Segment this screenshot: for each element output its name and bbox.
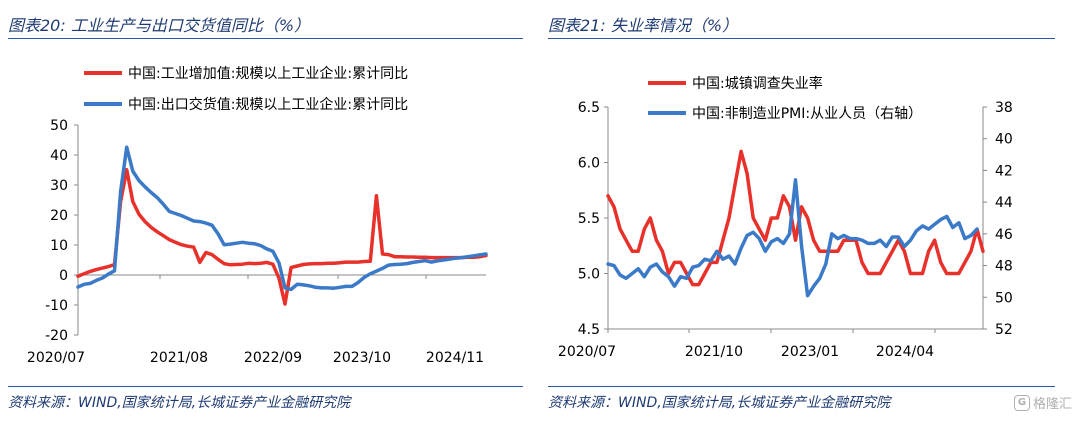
right-y-right-tick-label: 42 xyxy=(995,163,1013,179)
watermark-label: 格隆汇 xyxy=(1032,397,1072,412)
left-x-tick-label: 2020/07 xyxy=(27,350,85,366)
left-x-tick-label: 2022/09 xyxy=(244,350,302,366)
right-y-right-tick-label: 44 xyxy=(995,195,1013,211)
gelonghui-logo-icon: G xyxy=(1013,394,1030,411)
right-y-right-tick-label: 46 xyxy=(995,227,1013,243)
right-chart-source: 资料来源：WIND,国家统计局,长城证券产业金融研究院 xyxy=(548,395,891,411)
left-y-tick-label: 30 xyxy=(50,178,68,194)
right-legend-label: 中国:城镇调查失业率 xyxy=(692,75,823,92)
right-y-left-tick-label: 5.0 xyxy=(578,267,600,283)
right-y-right-tick-label: 50 xyxy=(995,290,1013,306)
right-x-tick-label: 2024/04 xyxy=(876,344,934,360)
left-series-line xyxy=(76,167,488,306)
left-legend-label: 中国:工业增加值:规模以上工业企业:累计同比 xyxy=(128,65,408,82)
left-title-rule xyxy=(8,38,523,39)
right-x-tick-label: 2023/01 xyxy=(781,344,839,360)
left-chart-source: 资料来源：WIND,国家统计局,长城证券产业金融研究院 xyxy=(8,395,351,411)
right-chart-title: 图表21: 失业率情况（%） xyxy=(548,16,739,35)
right-y-left-tick-label: 5.5 xyxy=(578,211,600,227)
right-y-right-tick-label: 40 xyxy=(995,132,1013,148)
left-chart: 50 40 30 20 10 0 -10 -20 2020/07 2021/08 2022/09 20… xyxy=(27,65,488,366)
right-y-right-tick-label: 48 xyxy=(995,259,1013,275)
left-legend-label: 中国:出口交货值:规模以上工业企业:累计同比 xyxy=(128,96,408,113)
left-panel: 图表20: 工业生产与出口交货值同比（%） 50 40 30 20 10 0 -10 -20 2… xyxy=(8,0,523,421)
watermark: G 格隆汇 xyxy=(1013,393,1072,412)
left-series-line xyxy=(76,145,488,292)
left-x-tick-label: 2023/10 xyxy=(333,350,391,366)
right-y-left-tick-label: 6.0 xyxy=(578,156,600,172)
left-x-tick-label: 2024/11 xyxy=(426,350,484,366)
right-y-left-tick-label: 6.5 xyxy=(578,100,600,116)
left-y-tick-label: 40 xyxy=(50,148,68,164)
right-source-rule xyxy=(548,386,1055,387)
right-x-tick-label: 2021/10 xyxy=(685,344,743,360)
right-y-right-tick-label: 38 xyxy=(995,100,1013,116)
left-y-tick-label: 10 xyxy=(50,238,68,254)
right-x-tick-label: 2020/07 xyxy=(558,344,616,360)
left-y-tick-label: -20 xyxy=(45,328,68,344)
right-y-left-tick-label: 4.5 xyxy=(578,322,600,338)
right-title-rule xyxy=(548,38,1055,39)
right-y-right-tick-label: 52 xyxy=(995,322,1013,338)
left-y-tick-label: 0 xyxy=(59,268,68,284)
left-y-tick-label: 20 xyxy=(50,208,68,224)
left-y-tick-label: 50 xyxy=(50,118,68,134)
right-series-unemployment-line xyxy=(606,149,985,287)
right-chart: 6.5 6.0 5.5 5.0 4.5 38 40 42 44 46 48 50 52 2020/07 20… xyxy=(558,75,1013,360)
left-x-tick-label: 2021/08 xyxy=(150,350,208,366)
left-chart-title: 图表20: 工业生产与出口交货值同比（%） xyxy=(8,16,311,35)
left-source-rule xyxy=(8,386,523,387)
right-legend-label: 中国:非制造业PMI:从业人员（右轴） xyxy=(692,106,922,122)
right-panel: 图表21: 失业率情况（%） 6.5 6.0 5.5 5.0 4.5 38 40 42 44 46… xyxy=(548,0,1055,421)
right-series-pmi-line xyxy=(606,178,979,298)
left-y-tick-label: -10 xyxy=(45,298,68,314)
